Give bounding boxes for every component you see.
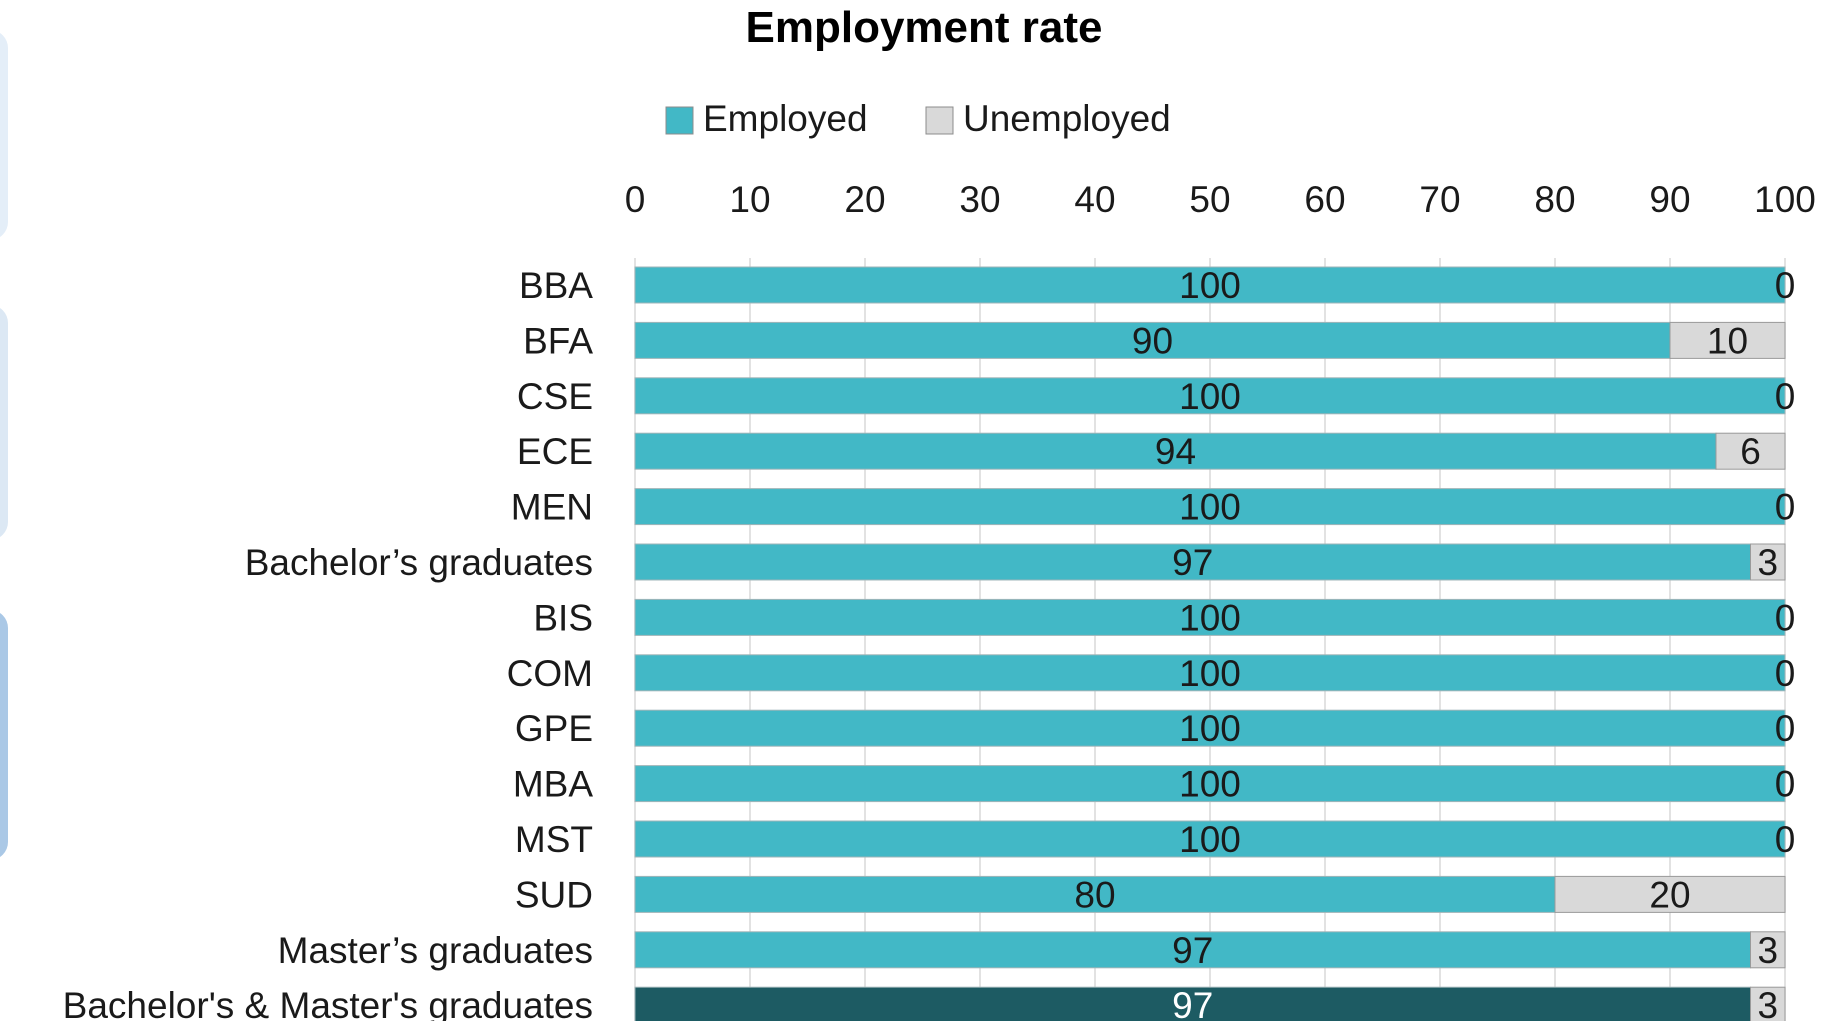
legend-label-employed: Employed — [703, 98, 868, 139]
data-label-employed: 100 — [1179, 653, 1241, 694]
legend: Employed Unemployed — [665, 98, 1171, 139]
x-tick-label: 40 — [1074, 179, 1115, 220]
bar-employed — [634, 377, 1786, 415]
category-label: CSE — [517, 376, 593, 417]
data-label-unemployed: 6 — [1740, 431, 1761, 472]
data-label-unemployed: 0 — [1775, 597, 1796, 638]
category-label: ECE — [517, 431, 593, 472]
category-label: GPE — [515, 708, 593, 749]
data-label-unemployed: 0 — [1775, 265, 1796, 306]
category-label: SUD — [515, 874, 593, 915]
category-label: Bachelor's & Master's graduates — [63, 985, 593, 1021]
bar-employed — [634, 820, 1786, 858]
bar-unemployed — [1554, 875, 1786, 913]
data-label-unemployed: 10 — [1707, 320, 1748, 361]
bar-employed — [634, 488, 1786, 526]
data-label-unemployed: 0 — [1775, 819, 1796, 860]
bars: BBA 100 0 BFA 90 10 CSE 100 0 ECE 94 6 MEN 100 0 Bachel… — [63, 265, 1796, 1021]
data-label-unemployed: 0 — [1775, 653, 1796, 694]
x-tick-label: 70 — [1419, 179, 1460, 220]
bar-unemployed — [1715, 432, 1786, 470]
legend-label-unemployed: Unemployed — [963, 98, 1171, 139]
data-label-unemployed: 3 — [1757, 985, 1778, 1021]
bar-employed — [634, 266, 1786, 304]
x-tick-label: 80 — [1534, 179, 1575, 220]
x-tick-label: 10 — [729, 179, 770, 220]
data-label-employed: 100 — [1179, 597, 1241, 638]
category-label: BIS — [533, 597, 593, 638]
bar-employed — [634, 709, 1786, 747]
data-label-unemployed: 20 — [1649, 874, 1690, 915]
x-tick-label: 20 — [844, 179, 885, 220]
category-label: BFA — [523, 320, 593, 361]
category-label: Master’s graduates — [278, 930, 593, 971]
legend-swatch-unemployed — [925, 106, 954, 135]
x-tick-label: 100 — [1754, 179, 1816, 220]
bar-employed — [634, 654, 1786, 692]
data-label-unemployed: 0 — [1775, 708, 1796, 749]
data-label-unemployed: 3 — [1757, 930, 1778, 971]
category-label: MEN — [511, 487, 593, 528]
x-tick-label: 0 — [625, 179, 646, 220]
x-tick-label: 60 — [1304, 179, 1345, 220]
data-label-employed: 97 — [1172, 985, 1213, 1021]
data-label-unemployed: 0 — [1775, 376, 1796, 417]
category-label: BBA — [519, 265, 593, 306]
data-label-employed: 80 — [1074, 874, 1115, 915]
data-label-employed: 97 — [1172, 930, 1213, 971]
data-label-unemployed: 3 — [1757, 542, 1778, 583]
data-label-employed: 90 — [1132, 320, 1173, 361]
category-label: MST — [515, 819, 593, 860]
data-label-employed: 100 — [1179, 487, 1241, 528]
x-tick-label: 30 — [959, 179, 1000, 220]
data-label-employed: 100 — [1179, 708, 1241, 749]
data-label-employed: 97 — [1172, 542, 1213, 583]
bar-employed — [634, 875, 1556, 913]
background-panel-middle — [0, 305, 8, 540]
data-label-employed: 100 — [1179, 376, 1241, 417]
bar-employed — [634, 931, 1751, 969]
data-label-employed: 100 — [1179, 819, 1241, 860]
data-label-unemployed: 0 — [1775, 764, 1796, 805]
bar-unemployed — [1750, 543, 1786, 581]
bar-unemployed — [1750, 986, 1786, 1021]
bar-employed — [634, 598, 1786, 636]
bar-unemployed — [1669, 321, 1786, 359]
data-label-unemployed: 0 — [1775, 487, 1796, 528]
bar-employed — [634, 321, 1671, 359]
category-label: Bachelor’s graduates — [245, 542, 593, 583]
data-label-employed: 100 — [1179, 265, 1241, 306]
background-panel-bottom — [0, 610, 8, 860]
bar-employed — [634, 432, 1717, 470]
category-label: MBA — [513, 764, 594, 805]
bar-unemployed — [1750, 931, 1786, 969]
x-tick-label: 90 — [1649, 179, 1690, 220]
x-axis: 0 10 20 30 40 50 60 70 80 90 100 — [625, 179, 1816, 220]
x-tick-label: 50 — [1189, 179, 1230, 220]
bar-employed — [634, 765, 1786, 803]
category-label: COM — [507, 653, 593, 694]
data-label-employed: 94 — [1155, 431, 1196, 472]
data-label-employed: 100 — [1179, 764, 1241, 805]
legend-swatch-employed — [665, 106, 694, 135]
chart-title: Employment rate — [746, 3, 1103, 52]
background-panel-top — [0, 30, 8, 240]
